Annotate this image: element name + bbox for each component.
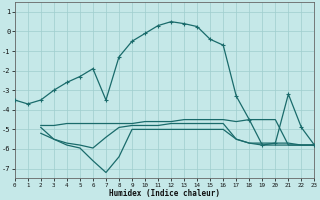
X-axis label: Humidex (Indice chaleur): Humidex (Indice chaleur) bbox=[109, 189, 220, 198]
